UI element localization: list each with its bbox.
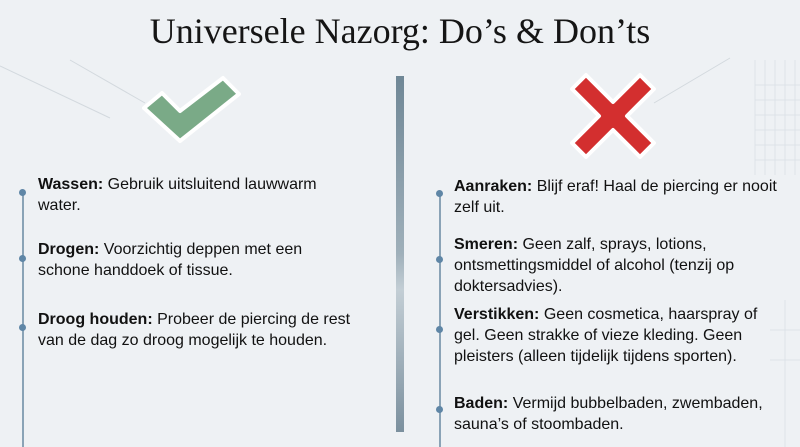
list-item: Droog houden: Probeer de piercing de res… (38, 311, 351, 349)
bullet (436, 406, 443, 413)
cross-icon (570, 73, 656, 159)
bullet (19, 189, 26, 196)
page-title: Universele Nazorg: Do’s & Don’ts (149, 11, 651, 51)
bullet (19, 255, 26, 262)
bullet (19, 324, 26, 331)
bullet (436, 256, 443, 263)
list-item: Verstikken: Geen cosmetica, haarspray of… (454, 306, 758, 365)
list-item: Aanraken: Blijf eraf! Haal de piercing e… (454, 178, 777, 216)
list-item: Baden: Vermijd bubbelbaden, zwembaden, s… (454, 395, 763, 433)
bullet (436, 190, 443, 197)
column-divider (396, 76, 404, 432)
dos-timeline (22, 190, 24, 447)
check-icon (142, 76, 241, 143)
list-item: Wassen: Gebruik uitsluitend lauwwarm wat… (38, 176, 317, 214)
list-item: Smeren: Geen zalf, sprays, lotions, onts… (454, 236, 735, 295)
list-item: Drogen: Voorzichtig deppen met een schon… (38, 241, 303, 279)
donts-timeline (439, 192, 441, 447)
bullet (436, 326, 443, 333)
